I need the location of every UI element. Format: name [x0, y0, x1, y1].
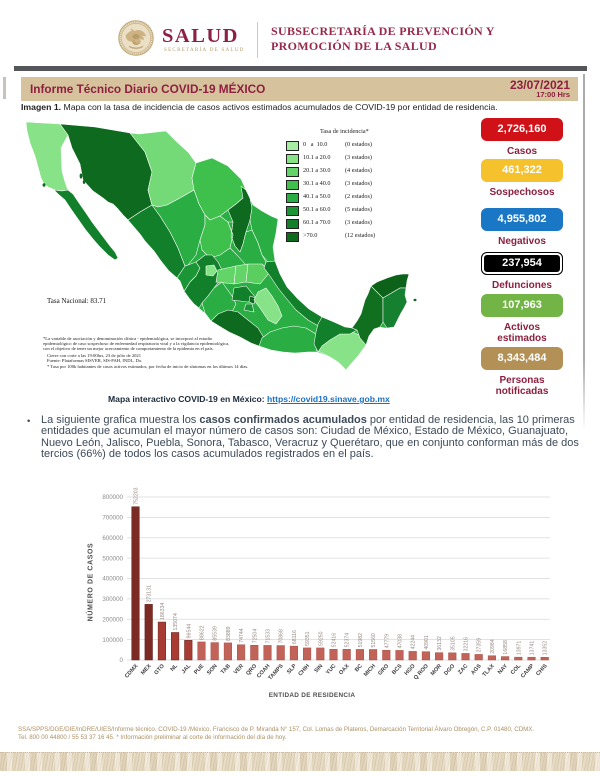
svg-text:0: 0 [120, 657, 124, 664]
svg-text:59250: 59250 [318, 631, 324, 646]
svg-text:SLP: SLP [286, 663, 298, 675]
svg-text:ENTIDAD DE RESIDENCIA: ENTIDAD DE RESIDENCIA [269, 692, 356, 699]
svg-text:Q ROO: Q ROO [413, 663, 430, 681]
svg-text:CDMX: CDMX [124, 663, 140, 679]
svg-text:52416: 52416 [332, 633, 338, 648]
svg-text:CAMP: CAMP [520, 663, 536, 679]
svg-text:100000: 100000 [102, 637, 123, 644]
svg-text:74744: 74744 [239, 628, 245, 643]
svg-text:OAX: OAX [338, 663, 351, 676]
svg-text:GTO: GTO [153, 663, 166, 676]
svg-text:300000: 300000 [102, 596, 123, 603]
svg-text:GRO: GRO [377, 663, 390, 677]
svg-text:600000: 600000 [102, 535, 123, 542]
svg-text:500000: 500000 [102, 555, 123, 562]
svg-text:200000: 200000 [102, 616, 123, 623]
svg-text:59351: 59351 [305, 631, 311, 646]
svg-text:800000: 800000 [102, 494, 123, 501]
svg-text:MEX: MEX [140, 663, 153, 676]
svg-text:135074: 135074 [173, 613, 179, 630]
svg-text:NÚMERO DE CASOS: NÚMERO DE CASOS [86, 543, 95, 622]
svg-text:ZAC: ZAC [457, 663, 469, 676]
svg-text:71533: 71533 [266, 629, 272, 644]
svg-text:MICH: MICH [363, 663, 377, 678]
svg-text:51982: 51982 [358, 633, 364, 648]
svg-text:CHIH: CHIH [297, 663, 311, 677]
svg-text:VER: VER [233, 663, 245, 676]
svg-text:SON: SON [206, 663, 219, 676]
svg-text:YUC: YUC [325, 663, 337, 676]
svg-text:96544: 96544 [186, 624, 192, 639]
svg-text:68116: 68116 [292, 630, 298, 644]
svg-text:13352: 13352 [543, 641, 549, 656]
svg-text:273131: 273131 [147, 585, 153, 602]
svg-text:186334: 186334 [160, 603, 166, 620]
svg-text:DGO: DGO [443, 663, 456, 677]
svg-text:MOR: MOR [430, 663, 443, 677]
svg-text:35105: 35105 [450, 636, 456, 651]
svg-text:TAMPS: TAMPS [267, 663, 284, 681]
svg-text:NAY: NAY [497, 663, 509, 676]
svg-text:PUE: PUE [193, 663, 205, 676]
svg-text:27359: 27359 [477, 638, 483, 653]
svg-text:52374: 52374 [345, 633, 351, 648]
svg-text:CHIS: CHIS [535, 663, 549, 677]
svg-text:SIN: SIN [314, 663, 325, 674]
svg-text:85539: 85539 [213, 626, 219, 641]
svg-text:JAL: JAL [181, 663, 193, 675]
svg-text:83889: 83889 [226, 626, 232, 641]
svg-text:47038: 47038 [398, 634, 404, 649]
svg-text:72504: 72504 [252, 629, 258, 644]
svg-text:40901: 40901 [424, 635, 430, 650]
svg-text:700000: 700000 [102, 515, 123, 522]
svg-text:BC: BC [354, 663, 364, 673]
svg-text:32216: 32216 [464, 637, 470, 652]
svg-text:70868: 70868 [279, 629, 285, 644]
svg-text:36132: 36132 [437, 636, 443, 651]
svg-text:20984: 20984 [490, 639, 496, 654]
svg-text:BCS: BCS [391, 663, 404, 676]
svg-text:TAB: TAB [220, 663, 232, 675]
svg-text:13741: 13741 [530, 641, 536, 656]
svg-text:47779: 47779 [384, 634, 390, 649]
svg-text:13971: 13971 [516, 641, 522, 656]
svg-text:TLAX: TLAX [482, 663, 496, 678]
svg-text:88622: 88622 [200, 625, 206, 640]
svg-text:51560: 51560 [371, 633, 377, 648]
svg-text:NL: NL [170, 663, 180, 673]
svg-text:42244: 42244 [411, 635, 417, 650]
svg-text:752203: 752203 [134, 487, 140, 504]
svg-text:16858: 16858 [503, 640, 509, 655]
svg-text:400000: 400000 [102, 576, 123, 583]
